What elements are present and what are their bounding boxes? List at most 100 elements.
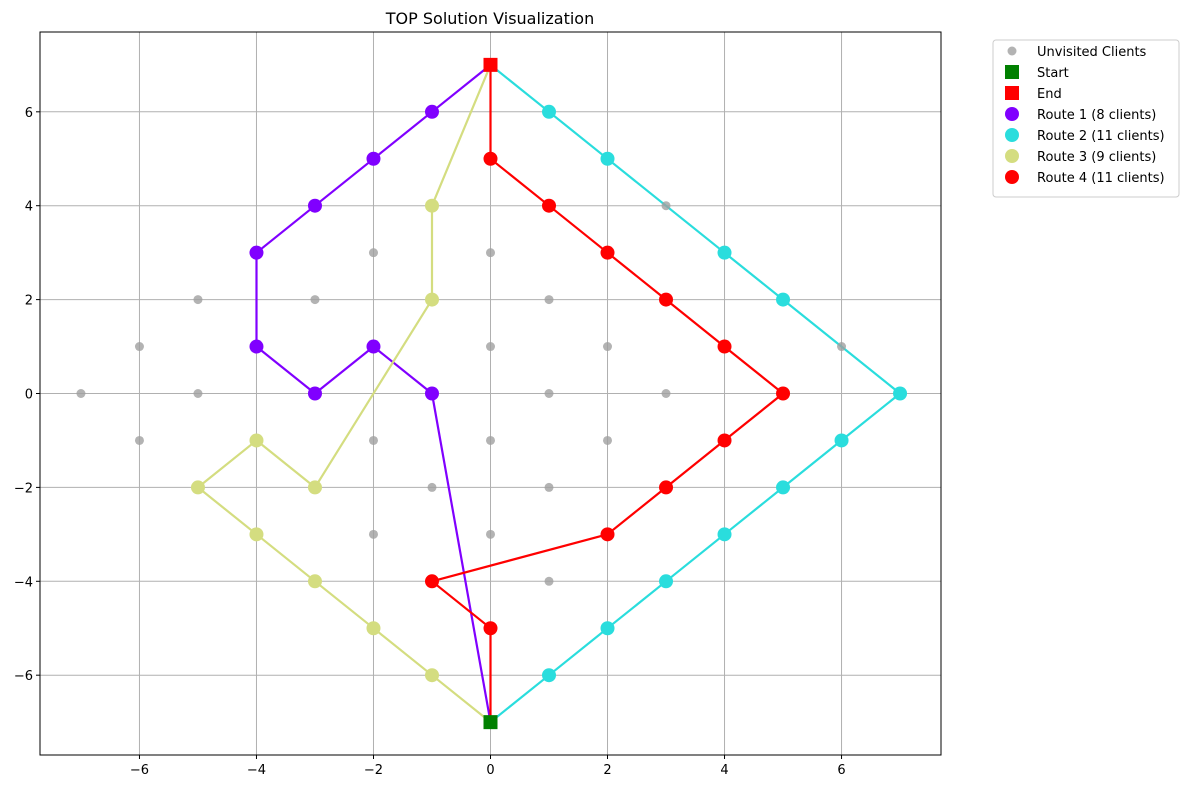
unvisited-client-point <box>134 342 144 352</box>
legend-marker <box>1005 128 1019 142</box>
y-tick-label: −6 <box>14 669 33 684</box>
x-tick-label: −4 <box>247 763 266 778</box>
unvisited-client-point <box>544 295 554 305</box>
unvisited-client-point <box>661 201 671 211</box>
route-4-client-point <box>717 339 732 354</box>
route-2-client-point <box>659 574 674 589</box>
y-tick-label: −2 <box>14 481 33 496</box>
route-3-client-point <box>366 621 381 636</box>
route-2-client-point <box>600 151 615 166</box>
route-1-client-point <box>424 104 439 119</box>
route-1-line <box>255 64 492 723</box>
unvisited-client-point <box>837 342 847 352</box>
x-tick-label: −6 <box>130 763 149 778</box>
start-marker <box>483 715 498 730</box>
data-points <box>76 57 908 730</box>
route-3-client-point <box>307 574 322 589</box>
legend-marker <box>1007 46 1017 56</box>
unvisited-client-point <box>486 529 495 539</box>
route-1-client-point <box>249 245 264 260</box>
unvisited-client-point <box>544 482 554 492</box>
legend-label: Start <box>1037 66 1069 81</box>
route-2-client-point <box>893 386 908 401</box>
unvisited-client-point <box>368 529 378 539</box>
y-tick-label: 4 <box>25 200 33 215</box>
end-marker <box>483 57 498 72</box>
route-2-client-point <box>717 245 732 260</box>
legend-label: Route 3 (9 clients) <box>1037 150 1156 165</box>
route-1-client-point <box>249 339 264 354</box>
unvisited-client-point <box>193 295 203 305</box>
x-tick-label: 4 <box>720 763 728 778</box>
unvisited-client-point <box>603 342 613 352</box>
axis-ticks: −6 −4 −2 0 2 4 6 −6 −4 −2 0 2 4 6 <box>14 106 846 778</box>
route-1-client-point <box>366 339 381 354</box>
legend-label: Route 4 (11 clients) <box>1037 171 1165 186</box>
route-4-client-point <box>600 245 615 260</box>
y-tick-label: −4 <box>14 575 33 590</box>
legend-label: Unvisited Clients <box>1037 45 1147 60</box>
unvisited-client-point <box>427 482 437 492</box>
y-tick-label: 0 <box>25 388 33 403</box>
route-4-client-point <box>424 574 439 589</box>
route-1-client-point <box>307 198 322 213</box>
route-4-client-point <box>483 151 498 166</box>
unvisited-client-point <box>76 389 86 398</box>
unvisited-client-point <box>544 576 554 586</box>
route-2-client-point <box>542 668 557 683</box>
unvisited-client-point <box>486 342 495 352</box>
x-tick-label: −2 <box>364 763 383 778</box>
y-tick-label: 2 <box>25 294 33 309</box>
legend-label: Route 1 (8 clients) <box>1037 108 1156 123</box>
legend-box <box>992 39 1180 198</box>
unvisited-client-point <box>486 435 495 445</box>
route-3-client-point <box>424 198 439 213</box>
chart-title: TOP Solution Visualization <box>385 9 594 28</box>
route-1-client-point <box>366 151 381 166</box>
route-4-client-point <box>600 527 615 542</box>
y-tick-label: 6 <box>25 106 33 121</box>
route-3-client-point <box>424 668 439 683</box>
unvisited-client-point <box>368 435 378 445</box>
legend-marker <box>1005 149 1019 163</box>
unvisited-client-point <box>310 295 320 305</box>
route-3-client-point <box>249 433 264 448</box>
route-1-client-point <box>307 386 322 401</box>
legend-marker <box>1005 170 1019 184</box>
x-tick-label: 0 <box>486 763 494 778</box>
unvisited-client-point <box>661 389 671 398</box>
unvisited-client-point <box>193 389 203 398</box>
unvisited-client-point <box>603 435 613 445</box>
route-4-client-point <box>659 292 674 307</box>
route-2-client-point <box>776 480 791 495</box>
route-3-client-point <box>307 480 322 495</box>
legend-marker <box>1005 86 1019 100</box>
legend-label: End <box>1037 87 1062 102</box>
legend-marker <box>1005 65 1019 79</box>
route-4-client-point <box>542 198 557 213</box>
route-2-client-point <box>834 433 849 448</box>
unvisited-client-point <box>134 435 144 445</box>
x-tick-label: 6 <box>837 763 845 778</box>
route-3-client-point <box>190 480 205 495</box>
legend-label: Route 2 (11 clients) <box>1037 129 1165 144</box>
plot-frame <box>39 31 942 756</box>
unvisited-client-point <box>486 248 495 258</box>
x-tick-label: 2 <box>603 763 611 778</box>
route-2-client-point <box>542 104 557 119</box>
legend-marker <box>1005 107 1019 121</box>
route-2-client-point <box>600 621 615 636</box>
route-4-client-point <box>483 621 498 636</box>
route-4-client-point <box>717 433 732 448</box>
route-4-client-point <box>776 386 791 401</box>
legend: Unvisited Clients Start End Route 1 (8 clie… <box>992 39 1180 198</box>
route-3-client-point <box>249 527 264 542</box>
route-2-client-point <box>717 527 732 542</box>
route-4-client-point <box>659 480 674 495</box>
route-3-client-point <box>424 292 439 307</box>
unvisited-client-point <box>544 389 554 398</box>
unvisited-client-point <box>368 248 378 258</box>
route-1-client-point <box>424 386 439 401</box>
